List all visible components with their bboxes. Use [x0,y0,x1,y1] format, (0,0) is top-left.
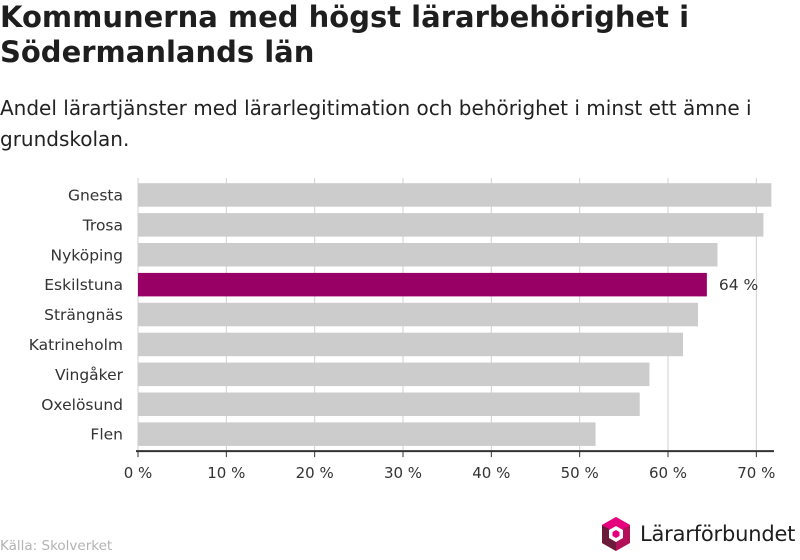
x-tick-label: 10 % [207,464,245,482]
x-tick-label: 50 % [561,464,599,482]
category-label: Oxelösund [41,396,123,414]
x-tick-label: 0 % [124,464,153,482]
category-label: Strängnäs [44,306,123,324]
bar [138,392,640,416]
bar [138,272,707,297]
category-label: Trosa [82,216,123,234]
category-label: Katrineholm [29,336,123,354]
chart-subtitle: Andel lärartjänster med lärarlegitimatio… [0,96,752,151]
category-label: Nyköping [51,246,123,264]
bar-chart: Gnesta Trosa Nyköping Eskilstuna 64 % Strängn… [29,178,775,482]
data-label: 64 % [719,276,758,294]
category-label: Gnesta [68,186,123,204]
category-label: Eskilstuna [44,276,123,294]
x-tick-label: 40 % [472,464,510,482]
bar [138,332,684,357]
bar [138,362,650,387]
hexagon-cube-icon [602,517,630,551]
x-tick-label: 30 % [384,464,422,482]
brand-logo: Lärarförbundet [600,514,795,554]
logo-text: Lärarförbundet [640,522,796,546]
bar [138,213,764,237]
x-tick-label: 20 % [296,464,334,482]
category-label: Flen [90,426,123,444]
bar [138,183,772,207]
source-note: Källa: Skolverket [0,538,113,554]
chart-title: Kommunerna med högst lärarbehörighet i S… [0,0,690,69]
x-tick-label: 70 % [737,464,775,482]
bar [138,422,596,446]
bar [138,243,718,267]
category-label: Vingåker [55,366,124,384]
x-tick-label: 60 % [649,464,687,482]
bar [138,302,699,327]
